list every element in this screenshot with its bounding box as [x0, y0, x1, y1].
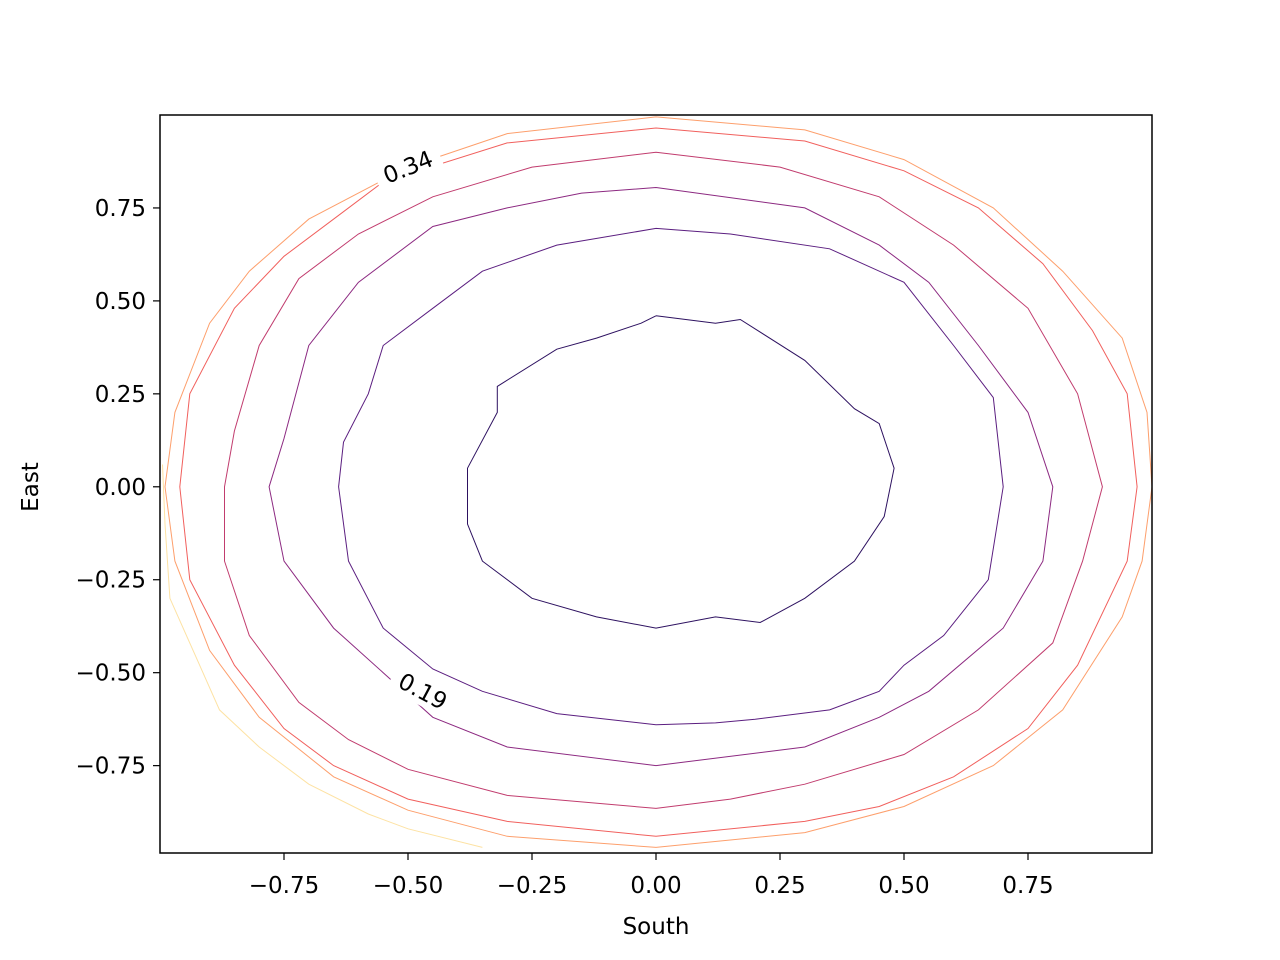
y-tick-label: 0.25 — [95, 382, 146, 408]
x-axis-ticks: −0.75 −0.50 −0.25 0.00 0.25 0.50 0.75 — [249, 853, 1054, 899]
contour-level-7 — [162, 464, 483, 848]
x-axis-label: South — [623, 914, 690, 940]
x-tick-label: 0.50 — [878, 873, 929, 899]
x-tick-label: −0.25 — [497, 873, 567, 899]
y-tick-label: 0.75 — [95, 196, 146, 222]
contour-level-3 — [268, 187, 1054, 767]
y-tick-label: −0.75 — [76, 754, 146, 780]
contour-labels: 0.340.19 — [370, 139, 461, 720]
y-tick-label: 0.00 — [95, 475, 146, 501]
x-tick-label: 0.25 — [754, 873, 805, 899]
contour-lines — [162, 116, 1153, 848]
x-tick-label: −0.50 — [373, 873, 443, 899]
contour-level-5 — [179, 127, 1138, 837]
contour-level-6 — [164, 116, 1153, 848]
contour-label-bg-2 — [386, 661, 461, 720]
contour-label-bg-1 — [370, 139, 445, 193]
y-tick-label: 0.50 — [95, 289, 146, 315]
y-axis-ticks: −0.75 −0.50 −0.25 0.00 0.25 0.50 0.75 — [76, 196, 160, 780]
contour-level-2 — [338, 227, 1004, 726]
x-tick-label: 0.75 — [1002, 873, 1053, 899]
y-axis-label: East — [18, 462, 44, 512]
y-tick-label: −0.25 — [76, 568, 146, 594]
x-tick-label: −0.75 — [249, 873, 319, 899]
contour-level-1 — [467, 315, 895, 629]
x-tick-label: 0.00 — [630, 873, 681, 899]
y-tick-label: −0.50 — [76, 661, 146, 687]
contour-level-4 — [224, 151, 1103, 809]
